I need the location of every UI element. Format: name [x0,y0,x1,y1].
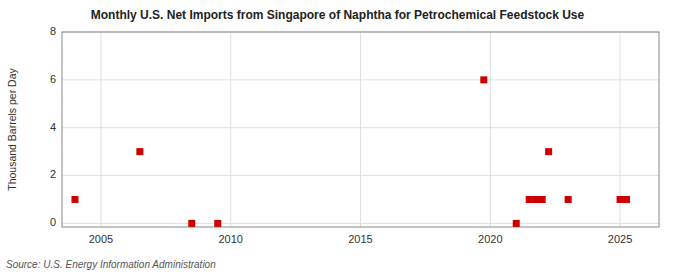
point [545,148,552,155]
grid-line-x [490,32,491,227]
tick-labels: 0 2 4 6 8 2005 2010 2015 2020 2025 [50,25,632,245]
source-note: Source: U.S. Energy Information Administ… [6,259,216,270]
x-tick-label: 2005 [89,233,113,245]
point [526,196,533,203]
grid-line-x [360,32,361,227]
point [623,196,630,203]
point [565,196,572,203]
point [136,148,143,155]
point [532,196,539,203]
x-tick-label: 2020 [478,233,502,245]
title: Monthly U.S. Net Imports from Singapore … [91,8,585,22]
y-tick-label: 2 [50,168,56,180]
grid-line-x [230,32,231,227]
x-tick-label: 2015 [348,233,372,245]
point [188,220,195,227]
chart-container: 0 2 4 6 8 2005 2010 2015 2020 2025 Monthly U.S. Ne… [0,0,675,275]
x-tick-label: 2010 [218,233,242,245]
grid-line-x [100,32,101,227]
point [71,196,78,203]
y-tick-label: 8 [50,25,56,37]
point [539,196,546,203]
point [617,196,624,203]
x-tick-label: 2025 [608,233,632,245]
point [480,76,487,83]
y-axis-label: Thousand Barrels per Day [6,67,18,190]
chart-svg: 0 2 4 6 8 2005 2010 2015 2020 2025 Monthly U.S. Ne… [0,0,675,275]
background [0,0,675,275]
points [71,76,630,227]
y-tick-label: 4 [50,121,56,133]
plot-frame [62,32,659,227]
point [214,220,221,227]
point [513,220,520,227]
y-tick-label: 0 [50,216,56,228]
grid [62,32,659,227]
y-tick-label: 6 [50,73,56,85]
